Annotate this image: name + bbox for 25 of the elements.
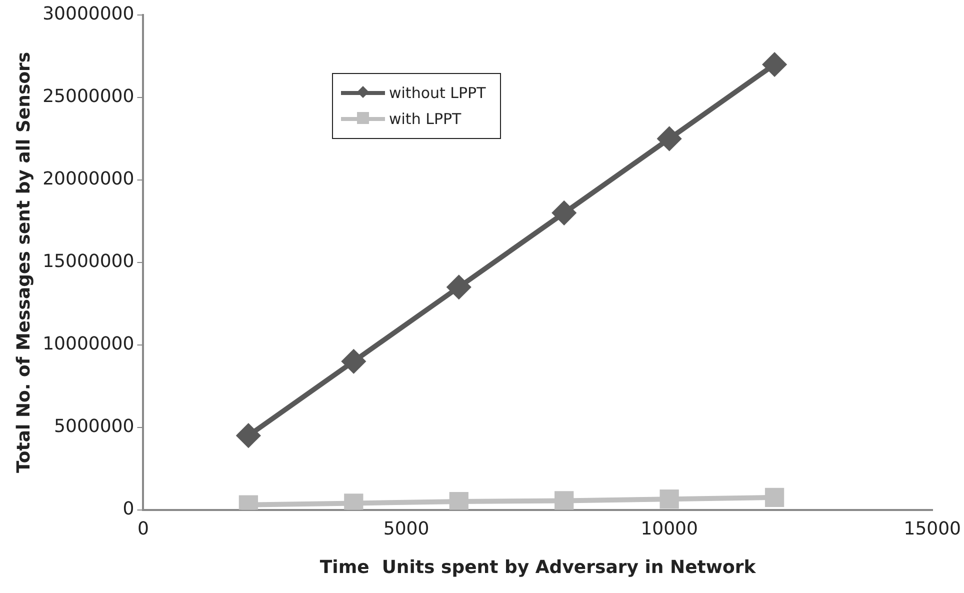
point <box>764 488 784 507</box>
point <box>658 127 681 150</box>
y-tick-label: 15000000 <box>42 251 134 272</box>
legend-label: without LPPT <box>389 84 486 102</box>
x-tick-label: 5000 <box>383 518 430 540</box>
y-tick-label: 30000000 <box>42 4 134 25</box>
legend-label: with LPPT <box>389 110 462 128</box>
y-axis-title: Total No. of Messages sent by all Sensors <box>13 52 34 473</box>
x-tick-label: 0 <box>137 518 149 540</box>
point <box>660 490 679 509</box>
x-axis-title: Time Units spent by Adversary in Network <box>320 556 757 578</box>
point <box>552 201 576 224</box>
point <box>554 491 574 510</box>
x-tick-label: 15000 <box>904 518 961 540</box>
y-tick-label: 25000000 <box>42 86 134 108</box>
point <box>763 52 786 76</box>
y-tick-label: 20000000 <box>42 168 134 190</box>
point <box>449 492 468 510</box>
point <box>447 276 470 299</box>
x-tick-label: 10000 <box>640 518 698 540</box>
y-tick-label: 0 <box>122 498 134 520</box>
point <box>236 424 260 448</box>
point <box>342 350 366 373</box>
y-tick-label: 5000000 <box>54 416 134 438</box>
y-tick-label: 10000000 <box>42 334 134 355</box>
